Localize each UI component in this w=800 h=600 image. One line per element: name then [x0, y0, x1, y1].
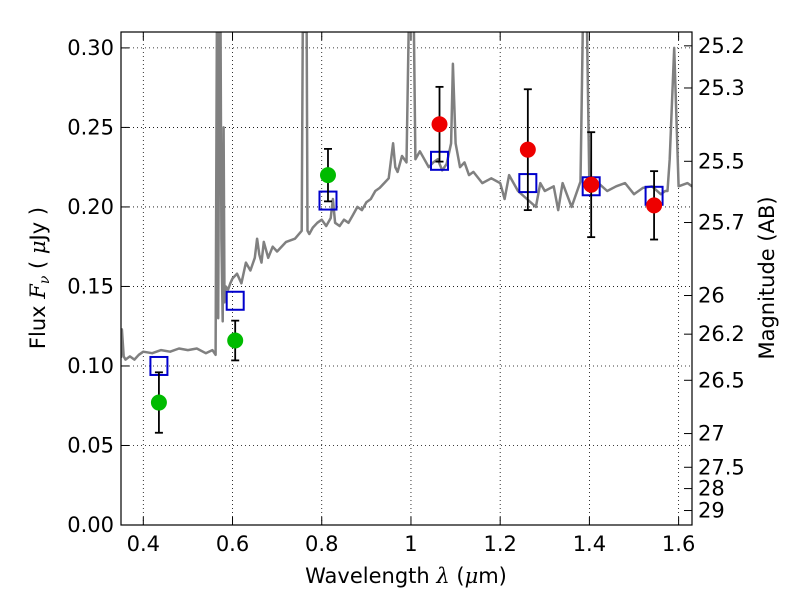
y-tick-label: 0.10: [67, 354, 114, 378]
x-tick-label: 1.6: [662, 532, 695, 556]
y-tick-label: 0.05: [67, 433, 114, 457]
x-tick-label: 1.4: [573, 532, 606, 556]
y2-tick-label: 26: [698, 284, 725, 308]
observed-flux-point: [319, 167, 336, 184]
data-series: [121, 32, 692, 434]
observed-flux-point: [150, 394, 167, 411]
observed-flux-point: [431, 116, 448, 133]
y2-tick-label: 25.2: [698, 34, 745, 58]
y2-tick-label: 25.3: [698, 76, 745, 100]
observed-flux-point: [646, 197, 663, 214]
x-tick-label: 0.4: [127, 532, 160, 556]
y-axis-label: Flux Fν ( μJy ): [26, 207, 53, 349]
y-tick-label: 0.15: [67, 274, 114, 298]
ticks: 0.4 0.6 0.8 1 1.2 1.4 1.6 0.00 0.05 0.10 0.15 0.20 0…: [67, 32, 745, 556]
y2-tick-label: 27.5: [698, 455, 745, 479]
x-axis-label: Wavelength λ (μm): [305, 564, 507, 588]
x-tick-label: 1: [404, 532, 417, 556]
plot-frame: [120, 31, 693, 526]
x-tick-label: 1.2: [483, 532, 516, 556]
observed-flux-point: [583, 176, 600, 193]
y2-tick-label: 27: [698, 422, 725, 446]
model-spectrum-line: [121, 32, 692, 361]
model-flux-square: [225, 290, 245, 311]
y2-tick-label: 29: [698, 499, 725, 523]
y2-tick-label: 25.7: [698, 211, 745, 235]
y-tick-label: 0.25: [67, 115, 114, 139]
y2-axis-label: Magnitude (AB): [755, 196, 779, 359]
y-tick-label: 0.30: [67, 36, 114, 60]
observed-flux-point: [227, 332, 244, 349]
observed-flux-point: [519, 141, 536, 158]
x-tick-label: 0.8: [305, 532, 338, 556]
x-tick-label: 0.6: [216, 532, 249, 556]
y2-tick-label: 26.2: [698, 322, 745, 346]
y2-tick-label: 26.5: [698, 368, 745, 392]
y-tick-label: 0.20: [67, 195, 114, 219]
y-tick-label: 0.00: [67, 513, 114, 537]
y2-tick-label: 25.5: [698, 149, 745, 173]
y2-tick-label: 28: [698, 477, 725, 501]
